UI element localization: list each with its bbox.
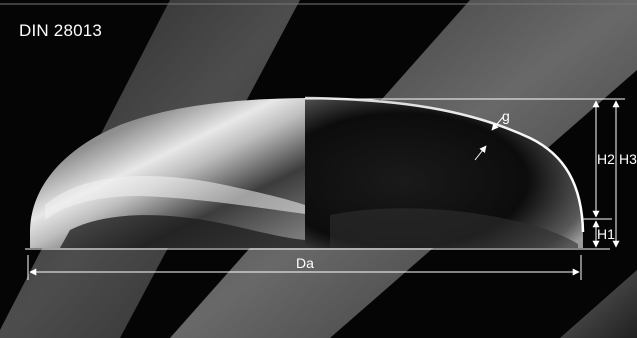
da-label: Da (296, 255, 314, 271)
h2-label: H2 (597, 151, 615, 167)
g-label: g (502, 108, 510, 124)
h3-label: H3 (619, 151, 637, 167)
head-exterior-half (30, 98, 305, 248)
head-section-half (304, 96, 585, 248)
h1-label: H1 (597, 226, 615, 242)
g-leader-outer (491, 116, 504, 131)
background-stripe (560, 270, 637, 338)
standard-title: DIN 28013 (19, 21, 103, 40)
dimension-lines (27, 98, 625, 280)
g-leader-inner (474, 145, 487, 161)
